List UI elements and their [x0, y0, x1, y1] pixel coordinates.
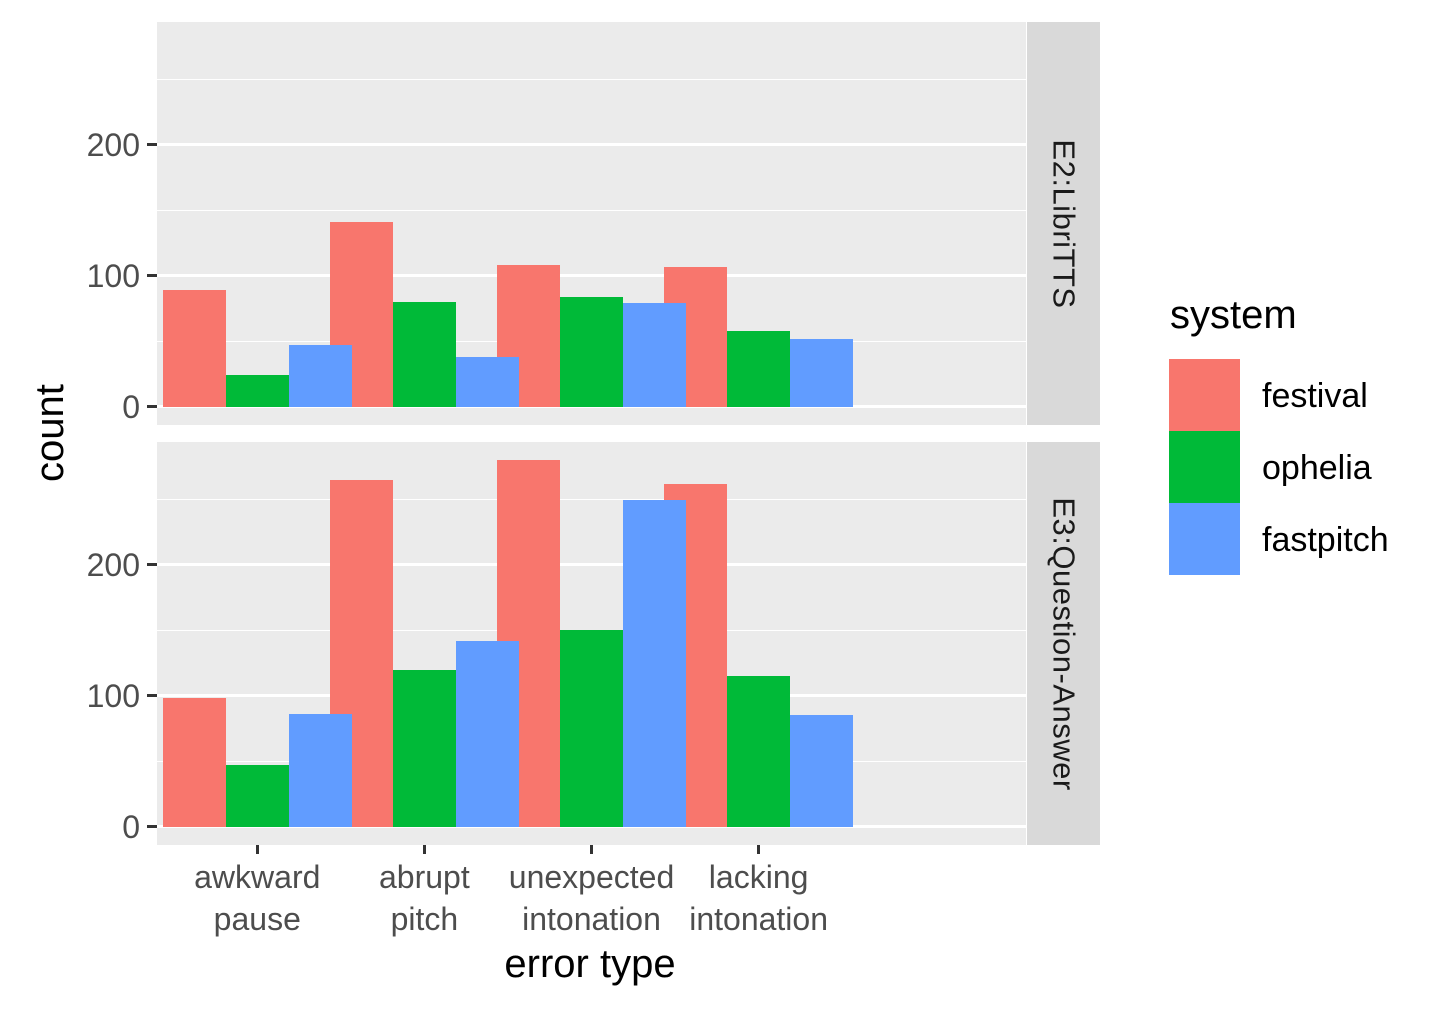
x-tick-mark [255, 845, 259, 854]
y-tick-label: 200 [86, 126, 140, 163]
bar-ophelia-awkward-pause [225, 765, 289, 827]
legend-label: fastpitch [1262, 521, 1389, 559]
legend-key-ophelia [1169, 431, 1240, 503]
gridline-major [157, 143, 1026, 147]
legend-label: ophelia [1262, 449, 1372, 487]
y-tick-mark [147, 405, 157, 409]
bar-fastpitch-unexpected-intonation [623, 499, 686, 827]
y-axis-title: count [28, 384, 72, 482]
gridline-major [157, 405, 1026, 409]
gridline-minor [157, 498, 1026, 501]
y-tick-label: 200 [86, 546, 140, 583]
legend-key-fastpitch [1169, 503, 1240, 575]
y-tick-label: 0 [122, 808, 140, 845]
bar-ophelia-abrupt-pitch [392, 302, 456, 407]
bar-fastpitch-awkward-pause [288, 345, 352, 407]
x-tick-label: awkward pause [194, 859, 321, 937]
facet-strip-label: E3:Question-Answer [1046, 496, 1082, 791]
x-tick-mark [757, 845, 761, 854]
x-tick-mark [590, 845, 593, 854]
gridline-major [157, 563, 1026, 567]
bar-festival-awkward-pause [162, 698, 226, 827]
gridline-minor [157, 78, 1026, 81]
bar-ophelia-unexpected-intonation [560, 630, 623, 827]
y-tick-mark [147, 825, 157, 829]
y-tick-mark [147, 274, 157, 278]
bar-fastpitch-awkward-pause [288, 714, 352, 827]
legend-label: festival [1262, 377, 1368, 415]
bar-ophelia-lacking-intonation [727, 330, 791, 407]
bar-ophelia-lacking-intonation [727, 676, 791, 827]
y-tick-mark [147, 694, 157, 698]
bar-ophelia-unexpected-intonation [560, 296, 623, 407]
panel-e2-libritts [157, 22, 1026, 425]
y-tick-label: 100 [86, 677, 140, 714]
panel-e3-question-answer [157, 442, 1026, 845]
x-axis-title: error type [504, 942, 676, 986]
x-tick-label: unexpected intonation [508, 859, 675, 937]
x-tick-label: lacking intonation [689, 859, 828, 937]
y-tick-mark [147, 563, 157, 567]
legend-key-festival [1169, 359, 1240, 431]
bar-fastpitch-abrupt-pitch [455, 640, 519, 827]
gridline-major [157, 825, 1026, 829]
y-tick-label: 100 [86, 257, 140, 294]
bar-fastpitch-unexpected-intonation [623, 303, 686, 407]
bar-fastpitch-lacking-intonation [790, 338, 854, 407]
legend-title: system [1170, 293, 1297, 337]
y-tick-mark [147, 143, 157, 147]
y-tick-label: 0 [122, 388, 140, 425]
x-tick-label: abrupt pitch [379, 859, 470, 937]
facet-strip-e2: E2:LibriTTS [1027, 22, 1100, 425]
x-tick-mark [422, 845, 426, 854]
gridline-minor [157, 209, 1026, 212]
gridline-major [157, 274, 1026, 278]
bar-fastpitch-lacking-intonation [790, 715, 854, 827]
facet-strip-label: E2:LibriTTS [1046, 138, 1082, 309]
bar-festival-awkward-pause [162, 290, 226, 407]
facet-strip-e3: E3:Question-Answer [1027, 442, 1100, 845]
bar-fastpitch-abrupt-pitch [455, 356, 519, 407]
bar-ophelia-abrupt-pitch [392, 669, 456, 827]
bar-ophelia-awkward-pause [225, 375, 289, 407]
